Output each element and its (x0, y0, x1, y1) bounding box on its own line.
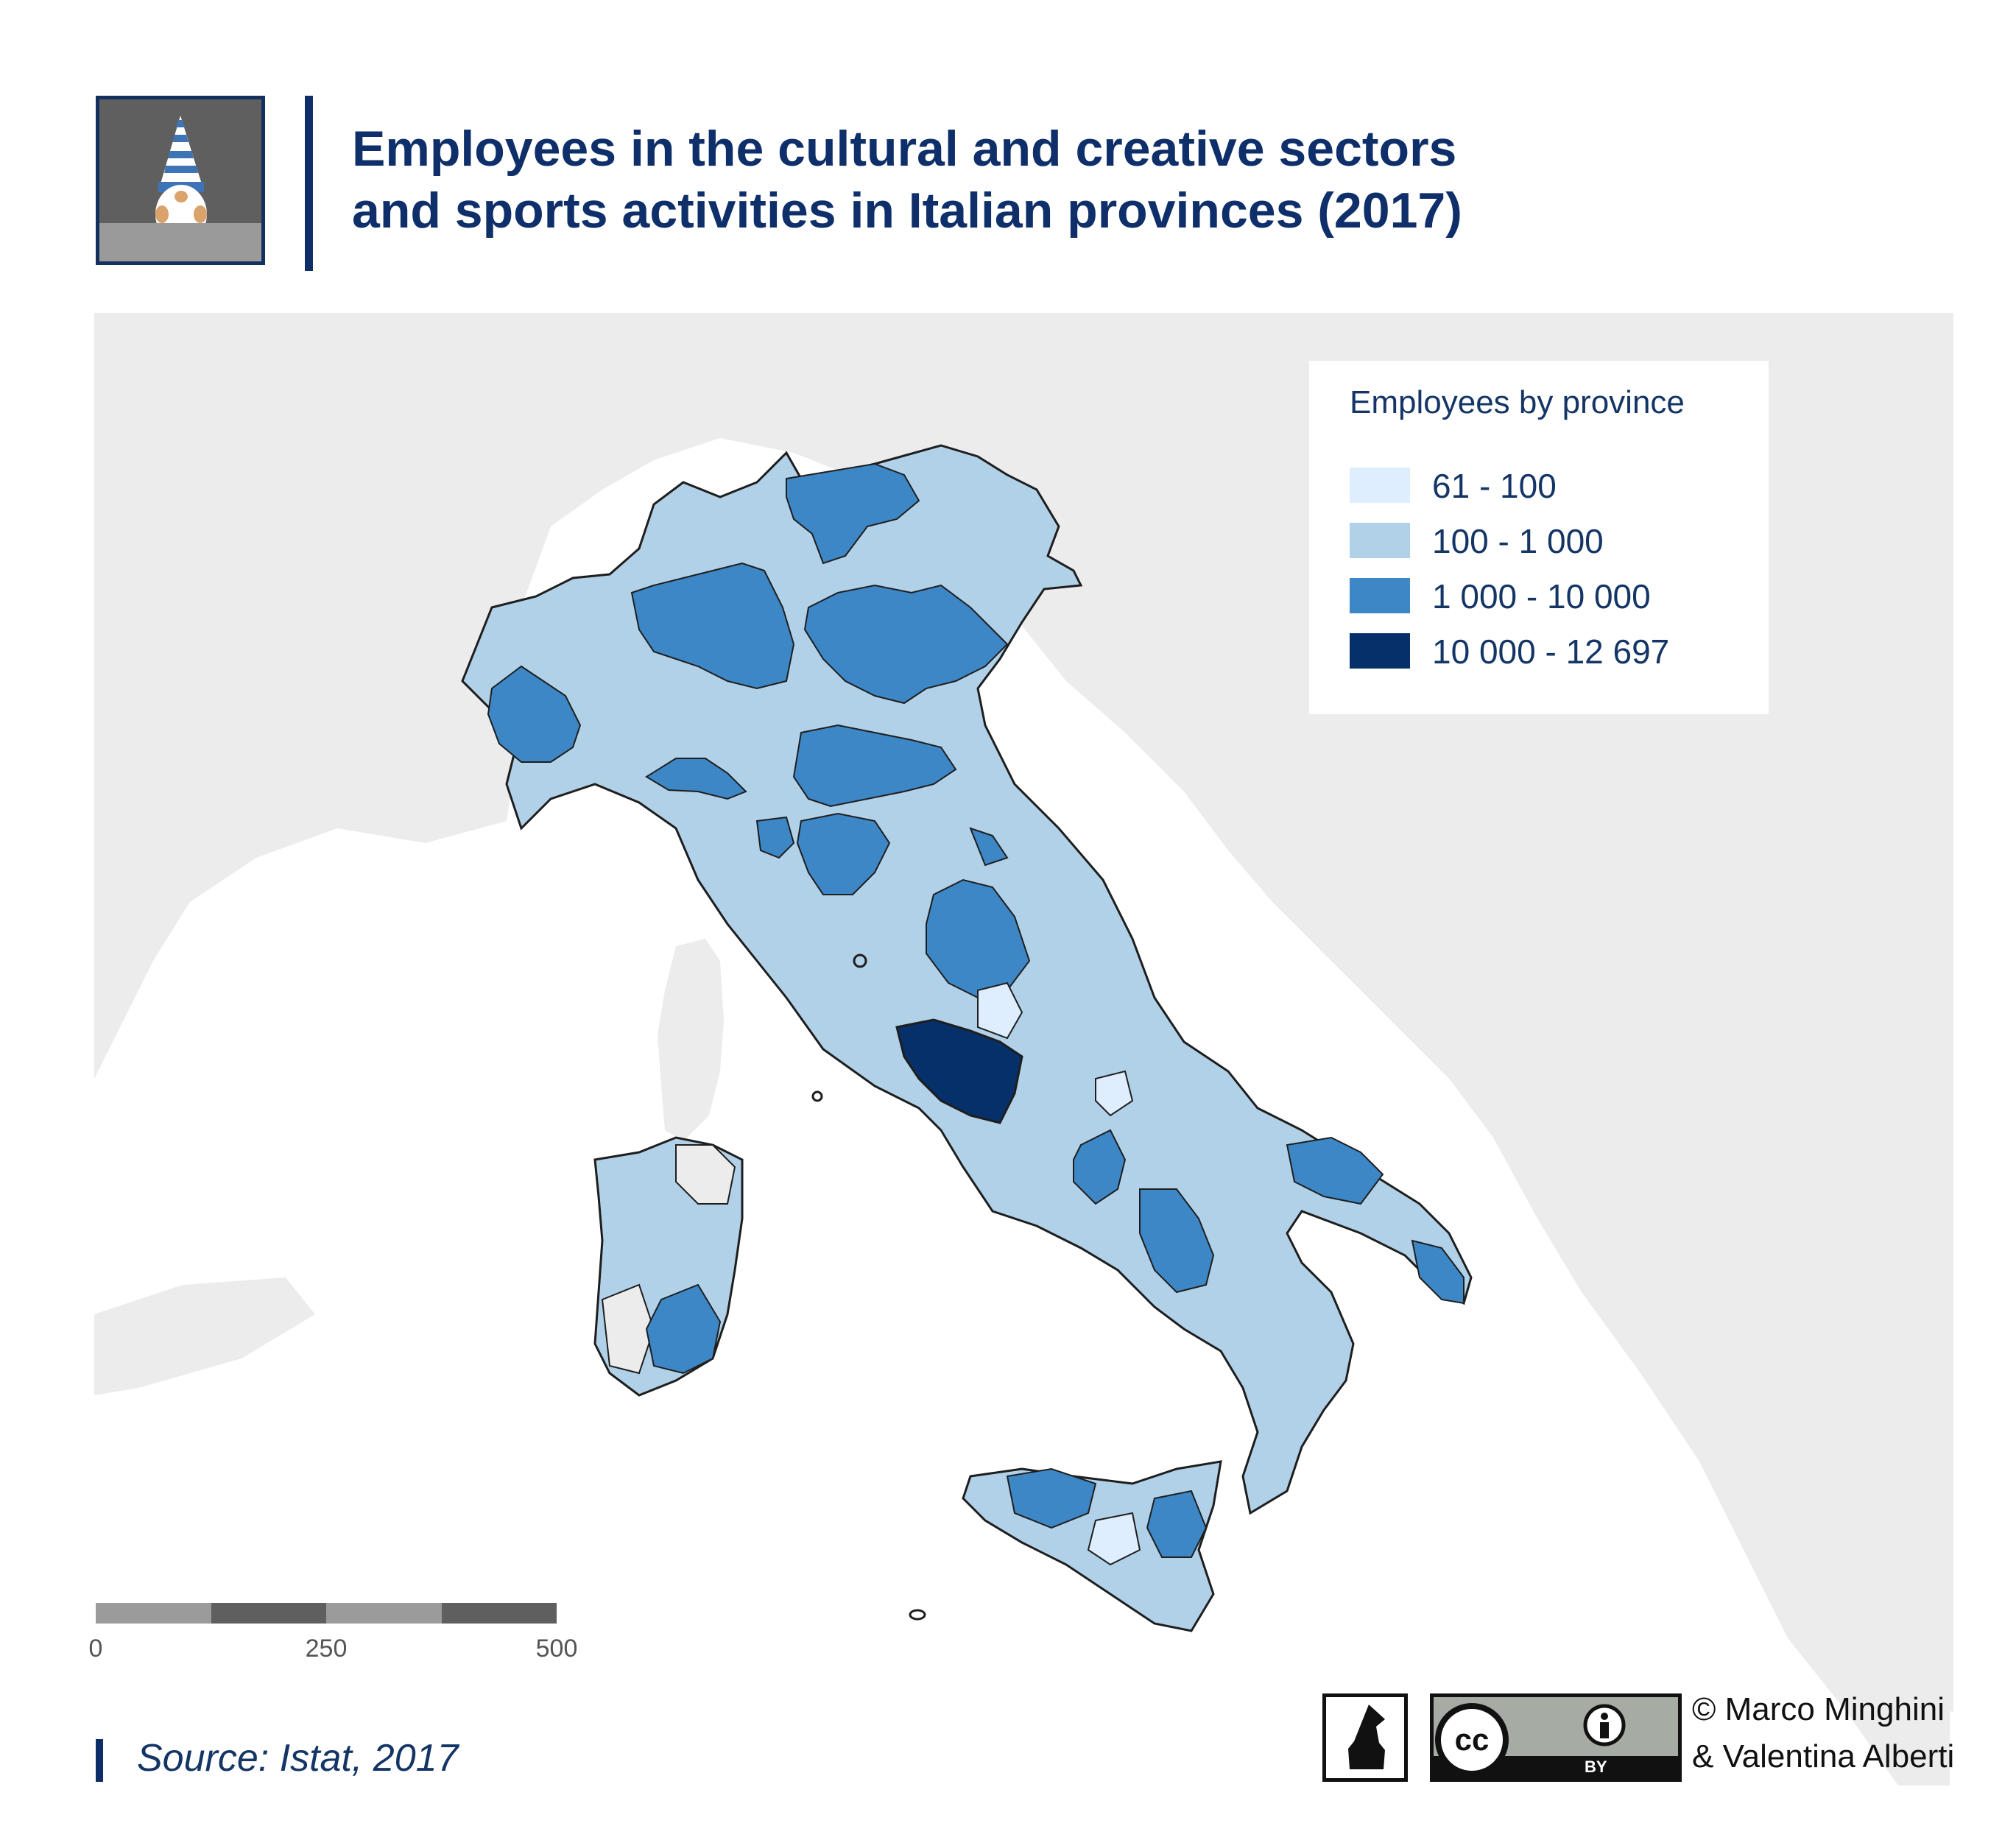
svg-text:cc: cc (1455, 1722, 1490, 1757)
region-bologna-emilia (792, 724, 957, 808)
scale-label: 500 (535, 1635, 578, 1663)
scale-label: 0 (88, 1635, 103, 1663)
region-rieti (977, 981, 1023, 1040)
scale-segment (96, 1603, 211, 1624)
region-bari (1286, 1136, 1384, 1205)
legend-label: 100 - 1 000 (1432, 522, 1604, 560)
region-pisa (755, 816, 795, 859)
sicily-enna (1087, 1512, 1141, 1566)
cc-by-label: BY (1585, 1758, 1607, 1776)
page-title: Employees in the cultural and creative s… (352, 118, 1462, 242)
copyright: © Marco Minghini & Valentina Alberti (1692, 1686, 1954, 1780)
gnome-logo (96, 96, 265, 265)
logo-floor (99, 223, 261, 261)
legend-swatch (1350, 633, 1410, 669)
region-veneto (803, 584, 1009, 705)
scale-segment (326, 1603, 442, 1624)
region-firenze (796, 812, 891, 895)
cc-by-license: cc BY (1430, 1693, 1682, 1782)
scale-bar (96, 1603, 557, 1624)
region-milano-lombardy (630, 562, 795, 690)
cc-by-icon: cc (1434, 1703, 1678, 1778)
legend-title: Employees by province (1350, 384, 1685, 420)
copyright-line-2: & Valentina Alberti (1692, 1738, 1955, 1774)
title-rule (305, 96, 313, 271)
gnome-silhouette-icon (1348, 1705, 1385, 1769)
region-salerno (1139, 1188, 1215, 1294)
region-trento (786, 462, 920, 565)
scale-segment (211, 1603, 326, 1624)
legend-label: 10 000 - 12 697 (1432, 632, 1670, 671)
legend-swatch (1350, 523, 1410, 558)
title-line-1: Employees in the cultural and creative s… (352, 121, 1457, 177)
title-line-2: and sports activities in Italian provinc… (352, 183, 1462, 239)
sardinia-no-data-north (675, 1144, 736, 1205)
sicily-catania (1146, 1490, 1208, 1558)
scale-segment (442, 1603, 557, 1624)
corsica (658, 939, 724, 1141)
region-isernia (1095, 1070, 1134, 1117)
sardinia-cagliari (645, 1283, 722, 1375)
region-roma (895, 1018, 1023, 1124)
legend-label: 1 000 - 10 000 (1432, 577, 1651, 616)
scale-label: 250 (305, 1635, 348, 1663)
gnome-small-logo (1322, 1693, 1408, 1782)
source-rule (96, 1739, 103, 1782)
legend: Employees by province 61 - 100 100 - 1 0… (1309, 361, 1769, 714)
legend-swatch (1350, 468, 1410, 503)
region-genova (645, 758, 747, 800)
region-lecce (1411, 1239, 1465, 1305)
legend-swatch (1350, 578, 1410, 613)
region-ancona (969, 827, 1009, 867)
source-text: Source: Istat, 2017 (137, 1737, 459, 1780)
sicily-palermo (1006, 1467, 1097, 1529)
sardinia-no-data-south (601, 1283, 655, 1375)
legend-label: 61 - 100 (1432, 467, 1557, 505)
copyright-line-1: © Marco Minghini (1692, 1691, 1945, 1727)
region-napoli (1073, 1129, 1127, 1205)
region-torino (487, 665, 582, 763)
